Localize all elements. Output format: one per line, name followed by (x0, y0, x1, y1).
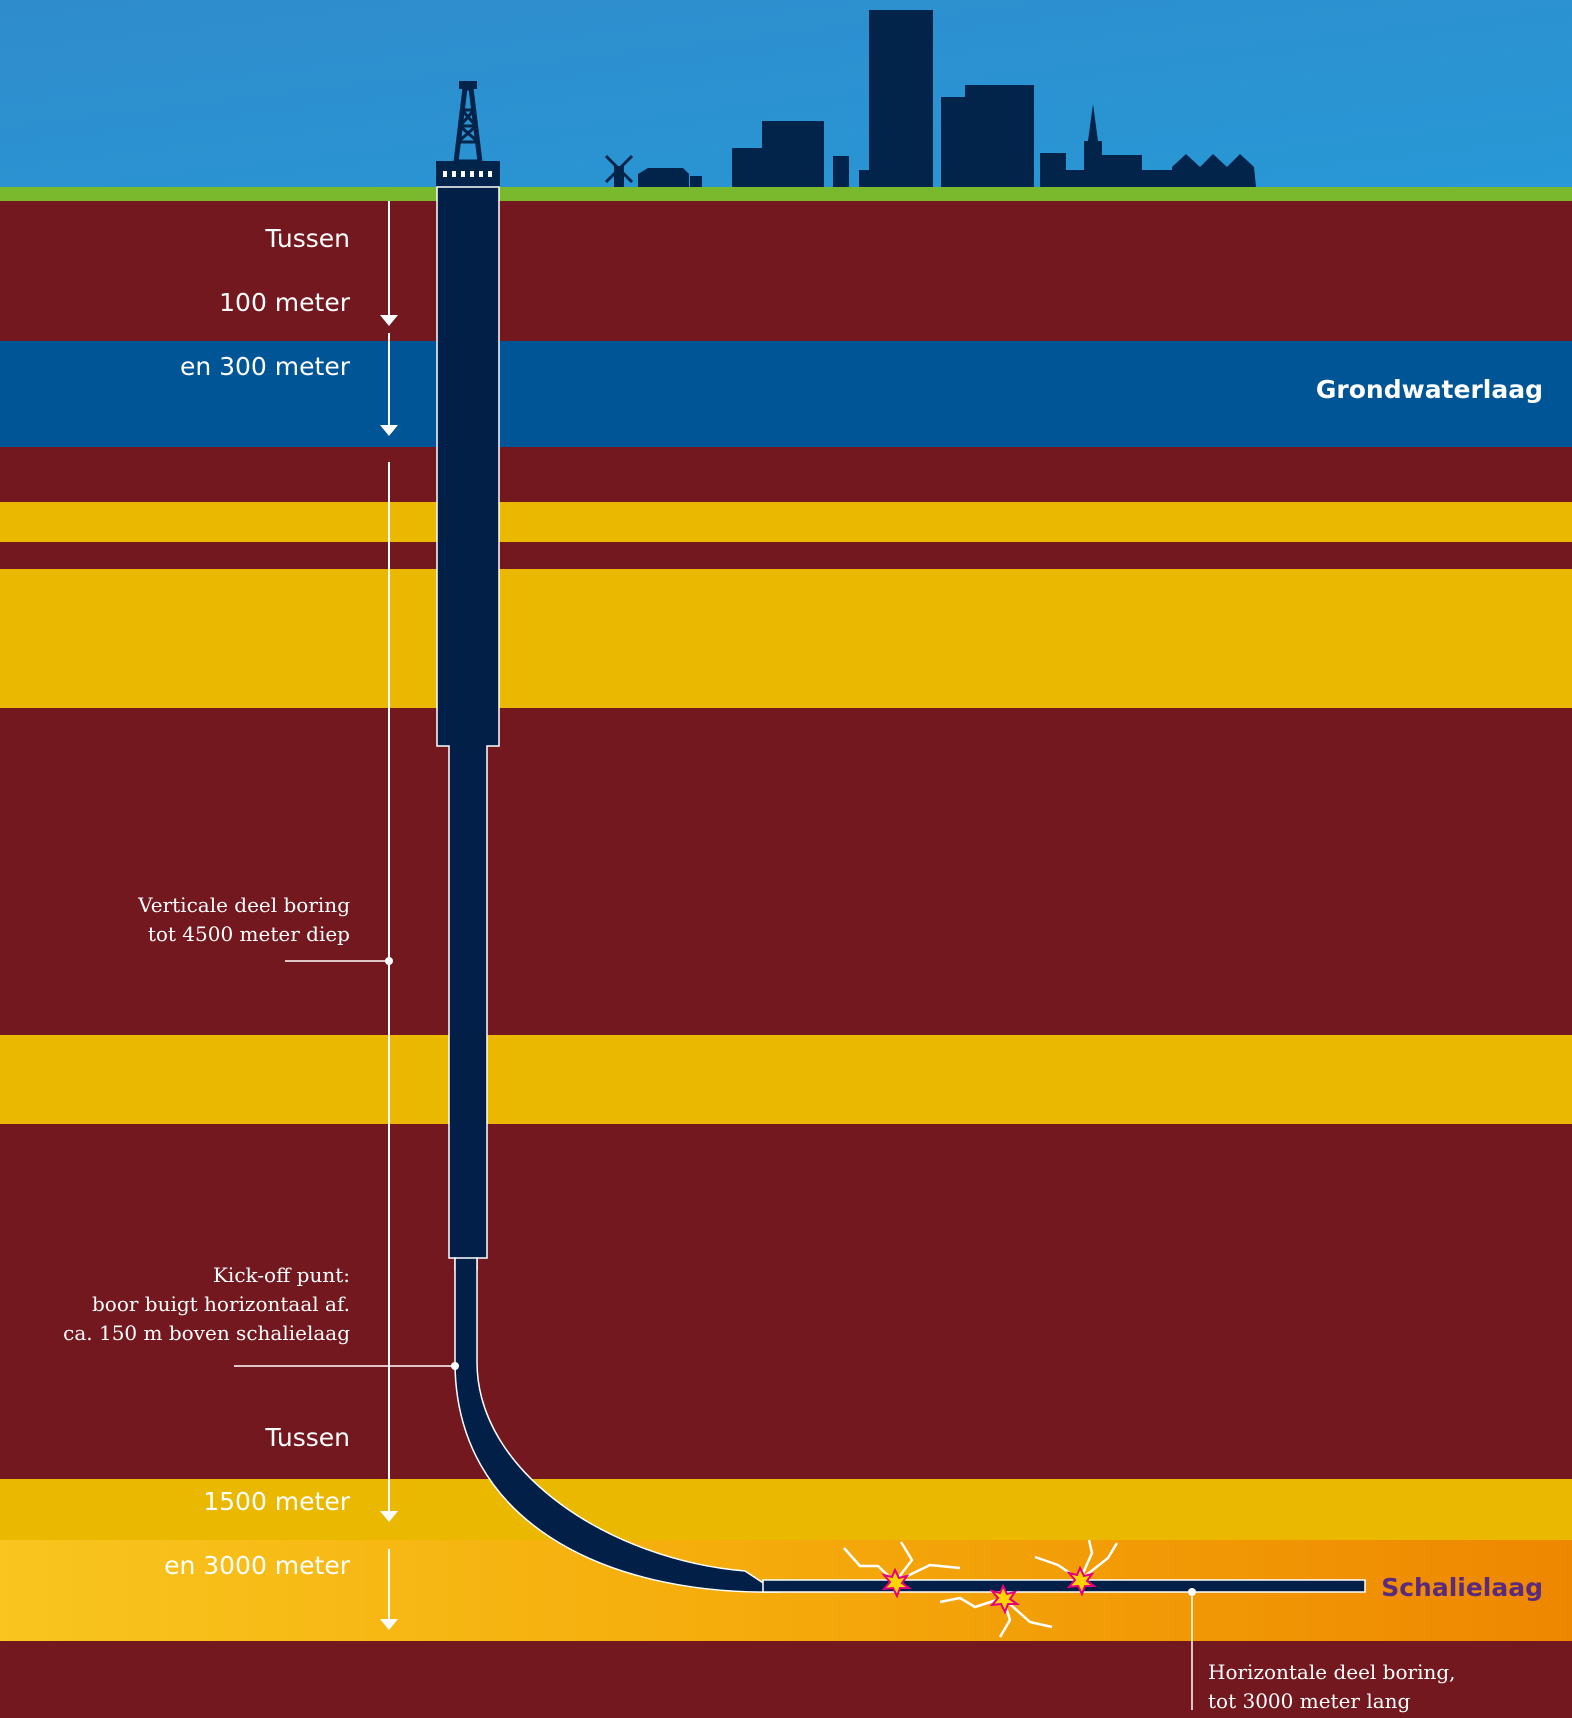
annotation-line: boor buigt horizontaal af. (91, 1292, 350, 1316)
rock-layer (0, 201, 1572, 1718)
depth-label-300m: en 300 meter (179, 352, 350, 381)
arrow-down-icon (380, 425, 398, 436)
groundwater-layer-label: Grondwaterlaag (1315, 375, 1543, 404)
sandstone-layer (0, 502, 1572, 542)
skyline (604, 10, 1256, 187)
fracture-burst-icons (881, 1565, 1098, 1615)
sandstone-layer (0, 1035, 1572, 1124)
depth-label-1500m: 1500 meter (203, 1487, 350, 1516)
depth-label-between: Tussen (265, 1423, 350, 1452)
depth-arrows (380, 201, 398, 1630)
annotation-line: Verticale deel boring (138, 893, 350, 917)
sandstone-layer (0, 1479, 1572, 1540)
arrow-down-icon (380, 1511, 398, 1522)
annotation-line: ca. 150 m boven schalielaag (63, 1321, 350, 1345)
depth-label-between: Tussen (265, 224, 350, 253)
windmill-icon (604, 154, 634, 187)
church-spire-icon (1084, 104, 1102, 187)
annotation-line: tot 3000 meter lang (1208, 1689, 1411, 1713)
arrow-down-icon (380, 1619, 398, 1630)
shale-layer-label: Schalielaag (1381, 1573, 1543, 1602)
depth-label-100m: 100 meter (219, 288, 350, 317)
horizontal-boring-annotation: Horizontale deel boring, tot 3000 meter … (1208, 1658, 1456, 1716)
fractures (843, 1539, 1119, 1638)
grass-strip (0, 187, 1572, 201)
farmhouse-icon (638, 168, 689, 187)
leader-lines (234, 957, 1196, 1710)
annotation-line: Horizontale deel boring, (1208, 1660, 1456, 1684)
sandstone-layer (0, 569, 1572, 708)
vertical-boring-annotation: Verticale deel boring tot 4500 meter die… (138, 891, 350, 949)
factory-roofs (1172, 154, 1256, 187)
well-bore (436, 186, 1366, 1593)
drilling-rig-icon (436, 81, 500, 187)
groundwater-layer (0, 341, 1572, 447)
kickoff-point-annotation: Kick-off punt: boor buigt horizontaal af… (63, 1261, 350, 1348)
well-horizontal (762, 1579, 1366, 1593)
annotation-line: tot 4500 meter diep (147, 922, 350, 946)
arrow-down-icon (380, 315, 398, 326)
annotation-line: Kick-off punt: (212, 1263, 350, 1287)
depth-label-3000m: en 3000 meter (164, 1551, 350, 1580)
